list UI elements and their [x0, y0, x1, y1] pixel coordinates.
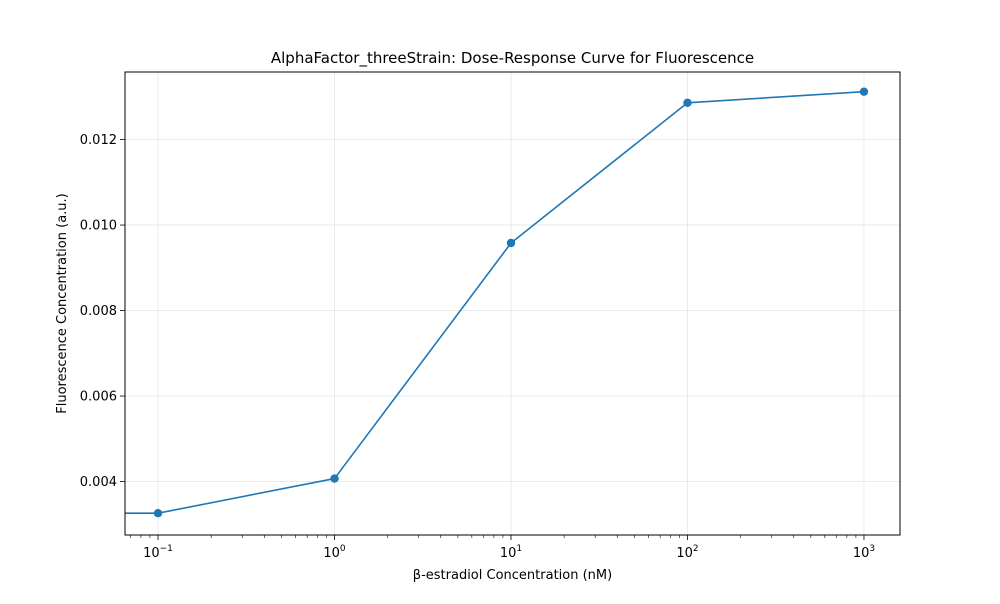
x-tick-label: 101 [500, 544, 522, 561]
plot-frame [124, 71, 901, 536]
chart-title: AlphaFactor_threeStrain: Dose-Response C… [271, 49, 754, 68]
data-point [330, 474, 339, 483]
y-tick-label: 0.008 [80, 304, 117, 319]
y-tick-label: 0.012 [80, 133, 117, 148]
data-point [859, 87, 869, 96]
y-tick-label: 0.010 [80, 219, 117, 234]
grid-layer [125, 72, 900, 535]
y-tick-label: 0.006 [80, 390, 117, 405]
x-axis-label: β-estradiol Concentration (nM) [413, 568, 612, 583]
x-tick-label: 102 [676, 544, 698, 561]
x-tick-label: 103 [853, 544, 875, 561]
x-tick-label: 100 [323, 544, 346, 561]
x-tick-label: 10−1 [143, 544, 173, 561]
data-point [153, 508, 163, 518]
series-layer [125, 87, 869, 518]
y-tick-label: 0.004 [80, 475, 117, 490]
data-point [683, 98, 692, 107]
data-point [506, 238, 516, 248]
tick-layer: 10−1 100 101 102 103 0.004 0.006 0.008 0.010 0.01… [80, 133, 875, 561]
y-axis-label: Fluorescence Concentration (a.u.) [55, 193, 70, 414]
series-line [125, 90, 865, 515]
